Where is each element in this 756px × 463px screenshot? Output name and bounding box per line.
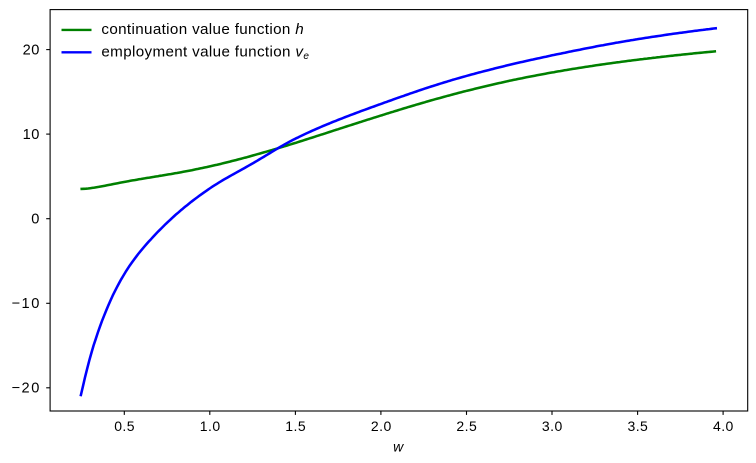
svg-text:20: 20	[23, 42, 40, 58]
svg-text:0.5: 0.5	[114, 418, 135, 434]
svg-text:3.0: 3.0	[542, 418, 563, 434]
svg-text:employment value function ve: employment value function ve	[101, 44, 309, 63]
svg-text:−10: −10	[11, 296, 40, 312]
svg-text:0: 0	[31, 212, 40, 228]
svg-text:−20: −20	[11, 381, 40, 397]
svg-text:2.5: 2.5	[456, 418, 477, 434]
svg-text:1.5: 1.5	[285, 418, 306, 434]
svg-text:w: w	[393, 439, 404, 455]
svg-text:continuation value function h: continuation value function h	[101, 21, 304, 38]
svg-text:10: 10	[23, 127, 40, 143]
svg-text:1.0: 1.0	[200, 418, 221, 434]
svg-text:2.0: 2.0	[371, 418, 392, 434]
svg-text:3.5: 3.5	[627, 418, 648, 434]
svg-text:4.0: 4.0	[713, 418, 734, 434]
